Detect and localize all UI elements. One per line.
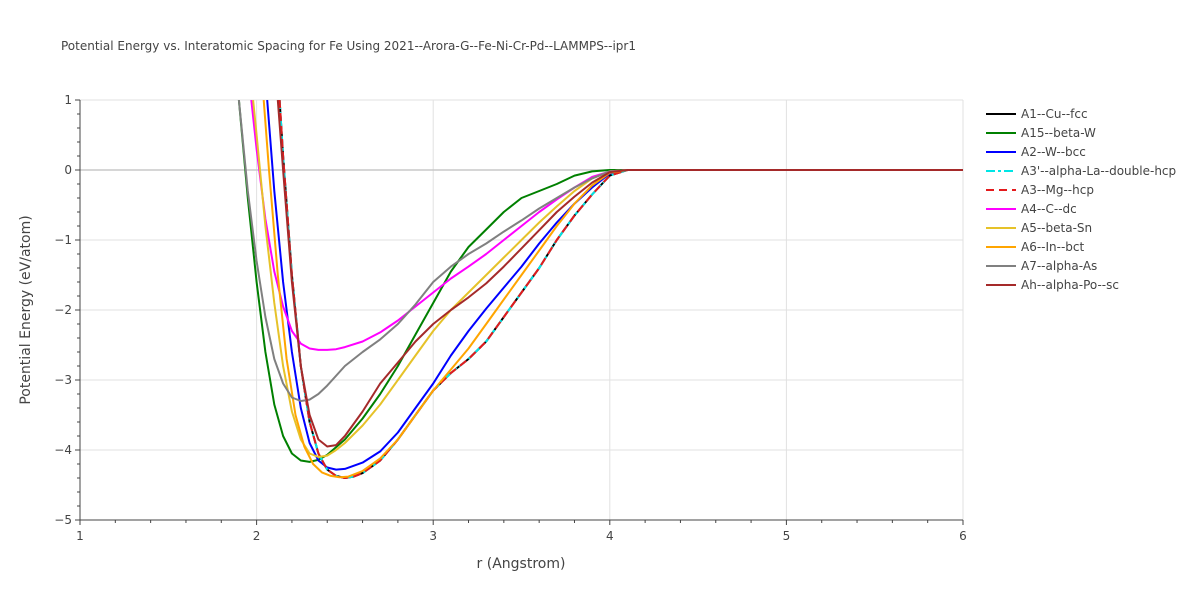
legend-item-a4-c-dc[interactable]: A4--C--dc: [986, 202, 1077, 216]
legend-label: A15--beta-W: [1021, 126, 1096, 140]
legend-item-a5-beta-sn[interactable]: A5--beta-Sn: [986, 221, 1092, 235]
y-tick-label: −4: [54, 443, 72, 457]
y-tick-label: 0: [64, 163, 72, 177]
legend-label: A3--Mg--hcp: [1021, 183, 1094, 197]
legend-item-a7-alpha-as[interactable]: A7--alpha-As: [986, 259, 1097, 273]
legend-item-ah-alpha-po-sc[interactable]: Ah--alpha-Po--sc: [986, 278, 1119, 292]
legend-item-a15-beta-w[interactable]: A15--beta-W: [986, 126, 1096, 140]
series-line-ah-alpha-po-sc: [276, 100, 963, 448]
x-tick-label: 1: [76, 529, 84, 543]
x-tick-label: 6: [959, 529, 967, 543]
y-tick-label: −3: [54, 373, 72, 387]
legend-item-a3-alpha-la-double-hcp[interactable]: A3'--alpha-La--double-hcp: [986, 164, 1176, 178]
legend-label: Ah--alpha-Po--sc: [1021, 278, 1119, 292]
series-line-a5-beta-sn: [252, 100, 963, 458]
series-line-a15-beta-w: [237, 100, 963, 463]
series-line-a7-alpha-as: [237, 100, 963, 402]
axis-layer: 1 2 3 4 5 6 −5 −4 −3 −2 −1 0 1: [54, 93, 967, 543]
y-tick-label: 1: [64, 93, 72, 107]
series-layer: [237, 100, 963, 479]
legend-item-a6-in-bct[interactable]: A6--In--bct: [986, 240, 1085, 254]
x-tick-label: 5: [783, 529, 791, 543]
x-tick-label: 2: [253, 529, 261, 543]
legend[interactable]: A1--Cu--fcc A15--beta-W A2--W--bcc A3'--alp…: [986, 107, 1176, 292]
legend-label: A3'--alpha-La--double-hcp: [1021, 164, 1176, 178]
legend-label: A6--In--bct: [1021, 240, 1085, 254]
x-tick-label: 3: [429, 529, 437, 543]
legend-item-a1-cu-fcc[interactable]: A1--Cu--fcc: [986, 107, 1088, 121]
chart-title: Potential Energy vs. Interatomic Spacing…: [61, 39, 636, 53]
x-axis-label: r (Angstrom): [477, 556, 566, 572]
legend-label: A1--Cu--fcc: [1021, 107, 1088, 121]
y-tick-label: −5: [54, 513, 72, 527]
legend-item-a3-mg-hcp[interactable]: A3--Mg--hcp: [986, 183, 1094, 197]
y-tick-label: −2: [54, 303, 72, 317]
legend-label: A2--W--bcc: [1021, 145, 1086, 159]
y-axis-label: Potential Energy (eV/atom): [18, 215, 34, 404]
x-tick-label: 4: [606, 529, 614, 543]
series-line-a6-in-bct: [262, 100, 963, 479]
legend-label: A4--C--dc: [1021, 202, 1077, 216]
legend-label: A5--beta-Sn: [1021, 221, 1092, 235]
legend-item-a2-w-bcc[interactable]: A2--W--bcc: [986, 145, 1086, 159]
y-tick-label: −1: [54, 233, 72, 247]
legend-label: A7--alpha-As: [1021, 259, 1097, 273]
